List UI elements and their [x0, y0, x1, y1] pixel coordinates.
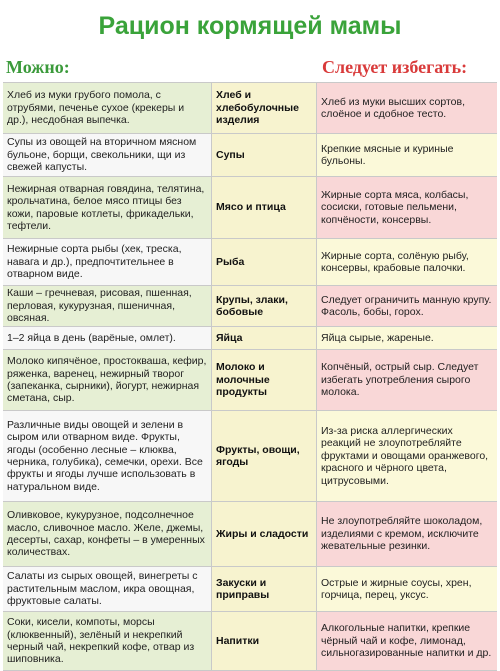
cell-can: Молоко кипячёное, простокваша, кефир, ря…	[3, 350, 211, 410]
cell-avoid: Не злоупотребляйте шоколадом, изделиями …	[317, 502, 497, 566]
page-title: Рацион кормящей мамы	[98, 12, 402, 40]
table-row: 1–2 яйца в день (варёные, омлет). Яйца Я…	[3, 326, 497, 349]
cell-category: Рыба	[211, 239, 317, 285]
table-row: Нежирная отварная говядина, телятина, кр…	[3, 176, 497, 238]
cell-can: Различные виды овощей и зелени в сыром и…	[3, 411, 211, 501]
cell-avoid: Жирные сорта мяса, колбасы, сосиски, гот…	[317, 177, 497, 238]
cell-can: Супы из овощей на вторичном мясном бульо…	[3, 134, 211, 176]
diet-table: Хлеб из муки грубого помола, с отрубями,…	[3, 82, 497, 671]
table-row: Соки, кисели, компоты, морсы (клюквенный…	[3, 611, 497, 671]
cell-can: Хлеб из муки грубого помола, с отрубями,…	[3, 83, 211, 133]
table-row: Супы из овощей на вторичном мясном бульо…	[3, 133, 497, 176]
cell-can: Нежирные сорта рыбы (хек, треска, навага…	[3, 239, 211, 285]
cell-category: Мясо и птица	[211, 177, 317, 238]
cell-category: Хлеб и хлебобулочные изделия	[211, 83, 317, 133]
cell-can: 1–2 яйца в день (варёные, омлет).	[3, 327, 211, 349]
table-row: Хлеб из муки грубого помола, с отрубями,…	[3, 82, 497, 133]
table-row: Молоко кипячёное, простокваша, кефир, ря…	[3, 349, 497, 410]
cell-can: Оливковое, кукурузное, подсолнечное масл…	[3, 502, 211, 566]
table-row: Нежирные сорта рыбы (хек, треска, навага…	[3, 238, 497, 285]
cell-can: Нежирная отварная говядина, телятина, кр…	[3, 177, 211, 238]
cell-category: Закуски и приправы	[211, 567, 317, 611]
cell-avoid: Копчёный, острый сыр. Следует избегать у…	[317, 350, 497, 410]
cell-category: Жиры и сладости	[211, 502, 317, 566]
cell-avoid: Из-за риска аллергических реакций не зло…	[317, 411, 497, 501]
header-can: Можно:	[6, 57, 70, 77]
cell-avoid: Крепкие мясные и куриные бульоны.	[317, 134, 497, 176]
cell-category: Молоко и молочные продукты	[211, 350, 317, 410]
cell-category: Фрукты, овощи, ягоды	[211, 411, 317, 501]
table-row: Различные виды овощей и зелени в сыром и…	[3, 410, 497, 501]
cell-avoid: Яйца сырые, жареные.	[317, 327, 497, 349]
cell-avoid: Жирные сорта, солёную рыбу, консервы, кр…	[317, 239, 497, 285]
cell-category: Напитки	[211, 612, 317, 670]
cell-avoid: Острые и жирные соусы, хрен, горчица, пе…	[317, 567, 497, 611]
cell-avoid: Следует ограничить манную крупу. Фасоль,…	[317, 286, 497, 326]
table-row: Каши – гречневая, рисовая, пшенная, перл…	[3, 285, 497, 326]
cell-category: Супы	[211, 134, 317, 176]
table-row: Салаты из сырых овощей, винегреты с раст…	[3, 566, 497, 611]
cell-avoid: Хлеб из муки высших сортов, слоёное и сд…	[317, 83, 497, 133]
cell-avoid: Алкогольные напитки, крепкие чёрный чай …	[317, 612, 497, 670]
header-avoid: Следует избегать:	[322, 57, 468, 77]
table-row: Оливковое, кукурузное, подсолнечное масл…	[3, 501, 497, 566]
cell-category: Яйца	[211, 327, 317, 349]
cell-can: Каши – гречневая, рисовая, пшенная, перл…	[3, 286, 211, 326]
cell-can: Соки, кисели, компоты, морсы (клюквенный…	[3, 612, 211, 670]
cell-category: Крупы, злаки, бобовые	[211, 286, 317, 326]
cell-can: Салаты из сырых овощей, винегреты с раст…	[3, 567, 211, 611]
